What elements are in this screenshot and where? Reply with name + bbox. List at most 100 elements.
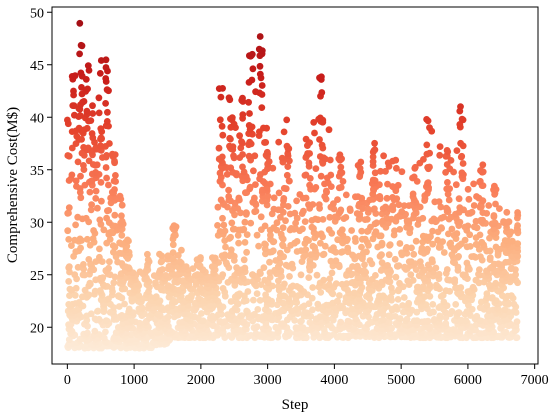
data-point <box>321 242 329 250</box>
data-point <box>442 204 450 212</box>
data-point <box>344 244 352 252</box>
data-point <box>281 280 288 288</box>
data-point <box>443 147 451 154</box>
data-point <box>128 317 136 324</box>
data-point <box>496 205 503 213</box>
data-point <box>77 194 85 202</box>
data-point <box>418 244 426 252</box>
data-point <box>279 224 287 232</box>
data-point <box>255 242 262 250</box>
data-point <box>216 228 224 235</box>
data-point <box>68 242 75 250</box>
x-tick-label: 6000 <box>454 373 482 388</box>
data-point <box>115 292 122 300</box>
data-point <box>74 263 82 271</box>
data-point <box>452 181 460 189</box>
data-point <box>445 230 452 238</box>
data-point <box>256 33 264 40</box>
data-point <box>209 312 216 320</box>
data-point <box>326 213 334 221</box>
data-point <box>483 290 491 298</box>
data-point <box>164 313 172 321</box>
data-point <box>470 180 477 188</box>
data-point <box>217 93 225 101</box>
data-point <box>238 312 246 320</box>
data-point <box>298 317 305 325</box>
data-point <box>409 277 417 284</box>
y-tick-label: 35 <box>30 164 44 179</box>
data-point <box>458 169 466 177</box>
data-point <box>394 296 402 303</box>
data-point <box>302 251 309 259</box>
data-point <box>452 301 460 308</box>
data-point <box>398 168 406 176</box>
data-point <box>363 248 370 256</box>
data-point <box>449 326 457 333</box>
data-point <box>435 270 443 278</box>
data-point <box>472 276 480 284</box>
data-point <box>279 320 287 328</box>
data-point <box>453 147 461 155</box>
data-point <box>369 176 377 184</box>
data-point <box>501 306 509 314</box>
data-point <box>102 64 110 71</box>
data-point <box>354 193 362 201</box>
data-point <box>250 167 257 175</box>
data-point <box>246 110 253 117</box>
data-point <box>195 295 203 302</box>
data-point <box>217 318 224 325</box>
data-point <box>371 205 378 213</box>
data-point <box>241 264 249 272</box>
data-point <box>97 134 105 142</box>
data-point <box>476 231 484 239</box>
data-point <box>89 102 96 110</box>
data-point <box>296 191 304 198</box>
data-point <box>337 169 344 176</box>
data-point <box>433 281 440 289</box>
data-point <box>373 325 381 332</box>
data-point <box>398 249 405 257</box>
data-point <box>121 300 128 308</box>
data-point <box>320 276 328 284</box>
data-point <box>501 237 509 244</box>
data-point <box>83 107 91 115</box>
data-point <box>479 209 487 217</box>
data-point <box>76 50 83 58</box>
x-tick-label: 3000 <box>254 373 282 388</box>
data-point <box>458 115 466 123</box>
data-point <box>214 203 222 211</box>
data-point <box>479 161 487 169</box>
y-axis-title: Comprehensive Cost(M$) <box>5 107 21 263</box>
data-point <box>65 263 73 270</box>
data-point <box>65 236 73 243</box>
data-point <box>315 201 323 209</box>
data-point <box>262 291 269 299</box>
data-point <box>486 254 494 262</box>
data-point <box>299 225 306 233</box>
data-point <box>396 240 404 247</box>
data-point <box>77 244 84 252</box>
data-point <box>64 116 71 124</box>
data-point <box>235 194 243 202</box>
data-point <box>273 219 281 227</box>
data-point <box>105 207 113 214</box>
x-axis: 0 1000 2000 3000 4000 5000 6000 7000 <box>64 364 549 388</box>
data-point <box>74 213 82 221</box>
data-point <box>306 256 314 264</box>
data-point <box>76 19 84 27</box>
data-point <box>387 293 395 301</box>
data-point <box>251 194 258 202</box>
data-point <box>442 287 450 295</box>
data-point <box>325 226 333 234</box>
data-point <box>88 130 96 137</box>
data-point <box>444 190 452 198</box>
data-point <box>169 249 177 257</box>
data-point <box>489 294 496 301</box>
plot-frame <box>51 6 539 365</box>
data-point <box>410 250 418 258</box>
data-point <box>303 235 310 243</box>
data-point <box>361 267 368 275</box>
data-point <box>254 306 262 313</box>
data-point <box>459 271 467 279</box>
data-point <box>371 139 378 147</box>
